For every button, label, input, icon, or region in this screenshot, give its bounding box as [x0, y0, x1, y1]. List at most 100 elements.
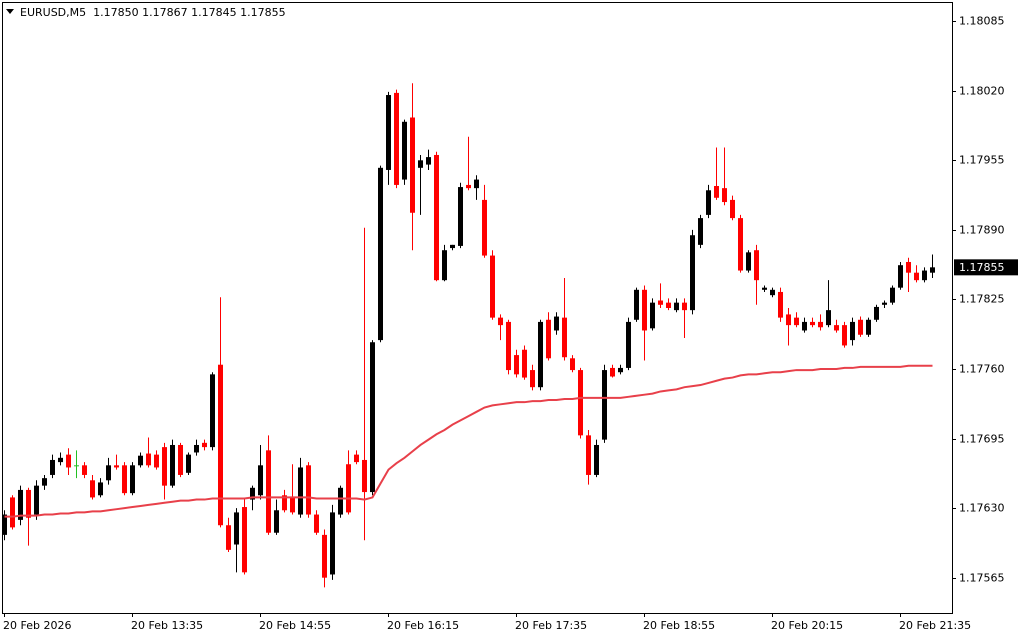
- candle-body: [930, 267, 935, 273]
- candle-body: [562, 317, 567, 358]
- y-tick-label: 1.18020: [959, 85, 1005, 98]
- candle-body: [10, 497, 15, 528]
- candle-body: [818, 321, 823, 328]
- candle-body: [730, 199, 735, 219]
- candle-body: [194, 444, 199, 453]
- candle-body: [74, 465, 79, 467]
- candle-body: [410, 117, 415, 213]
- candle-body: [538, 321, 543, 388]
- candle-body: [114, 465, 119, 468]
- current-price-label: 1.17855: [959, 261, 1005, 274]
- x-tick-label: 20 Feb 17:35: [515, 619, 587, 632]
- candle-body: [458, 187, 463, 246]
- candle-body: [794, 317, 799, 326]
- candle-body: [570, 358, 575, 371]
- candle-body: [770, 289, 775, 296]
- candle-body: [346, 464, 351, 513]
- candle-body: [618, 367, 623, 373]
- candle-body: [514, 355, 519, 375]
- y-tick-label: 1.17695: [959, 433, 1005, 446]
- x-tick-label: 20 Feb 2026: [3, 619, 71, 632]
- candle-body: [882, 302, 887, 305]
- candle-body: [698, 218, 703, 245]
- candle-body: [866, 319, 871, 335]
- chart-title: EURUSD,M5 1.17850 1.17867 1.17845 1.1785…: [20, 6, 286, 19]
- candle-body: [98, 482, 103, 496]
- candle-body: [34, 485, 39, 515]
- candle-body: [242, 507, 247, 573]
- candle-body: [106, 465, 111, 481]
- candle-body: [2, 514, 7, 535]
- candle-body: [922, 270, 927, 281]
- candle-body: [890, 287, 895, 303]
- candle-body: [842, 325, 847, 346]
- candle-body: [762, 287, 767, 290]
- candle-body: [834, 325, 839, 331]
- candle-body: [162, 447, 167, 486]
- candle-body: [322, 534, 327, 578]
- candle-body: [850, 321, 855, 341]
- candle-body: [378, 167, 383, 341]
- candle-body: [490, 255, 495, 318]
- candle-body: [154, 454, 159, 468]
- y-tick-label: 1.17630: [959, 502, 1005, 515]
- candle-body: [298, 467, 303, 515]
- candle-body: [266, 450, 271, 533]
- candle-body: [210, 374, 215, 448]
- candle-body: [226, 525, 231, 550]
- candle-body: [18, 489, 23, 520]
- candle-body: [690, 235, 695, 311]
- candle-body: [786, 314, 791, 326]
- candle-body: [650, 302, 655, 329]
- candle-body: [282, 495, 287, 511]
- candle-body: [810, 321, 815, 326]
- candle-body: [874, 306, 879, 320]
- x-tick-label: 20 Feb 14:55: [259, 619, 331, 632]
- candle-body: [50, 459, 55, 475]
- candle-body: [434, 154, 439, 281]
- candle-body: [426, 157, 431, 165]
- candle-body: [610, 367, 615, 377]
- candle-body: [338, 487, 343, 515]
- candle-body: [466, 184, 471, 189]
- candle-body: [634, 289, 639, 320]
- candle-body: [522, 349, 527, 378]
- candle-body: [450, 244, 455, 249]
- candle-body: [26, 489, 31, 518]
- candle-body: [586, 435, 591, 475]
- candle-body: [258, 465, 263, 496]
- candle-body: [306, 465, 311, 515]
- candle-body: [482, 199, 487, 256]
- candle-body: [858, 319, 863, 335]
- candle-body: [802, 321, 807, 331]
- y-tick-label: 1.17955: [959, 154, 1005, 167]
- y-tick-label: 1.17890: [959, 224, 1005, 237]
- candle-body: [330, 512, 335, 575]
- candle-body: [370, 342, 375, 493]
- candle-body: [714, 186, 719, 198]
- candle-body: [394, 92, 399, 185]
- symbol-menu-arrow[interactable]: [6, 9, 14, 14]
- candle-body: [58, 457, 63, 463]
- candle-body: [674, 302, 679, 311]
- candle-body: [250, 487, 255, 500]
- candle-body: [66, 454, 71, 468]
- candle-body: [498, 317, 503, 326]
- candle-body: [122, 465, 127, 494]
- candle-body: [746, 252, 751, 271]
- candle-body: [658, 300, 663, 305]
- candle-body: [474, 179, 479, 189]
- candle-body: [234, 512, 239, 545]
- candle-body: [146, 453, 151, 466]
- candle-body: [82, 465, 87, 475]
- candle-body: [546, 319, 551, 359]
- candle-body: [906, 261, 911, 273]
- moving-average: [4, 364, 933, 518]
- candle-body: [682, 302, 687, 311]
- candle-body: [778, 291, 783, 318]
- candle-body: [90, 480, 95, 498]
- candle-body: [602, 370, 607, 440]
